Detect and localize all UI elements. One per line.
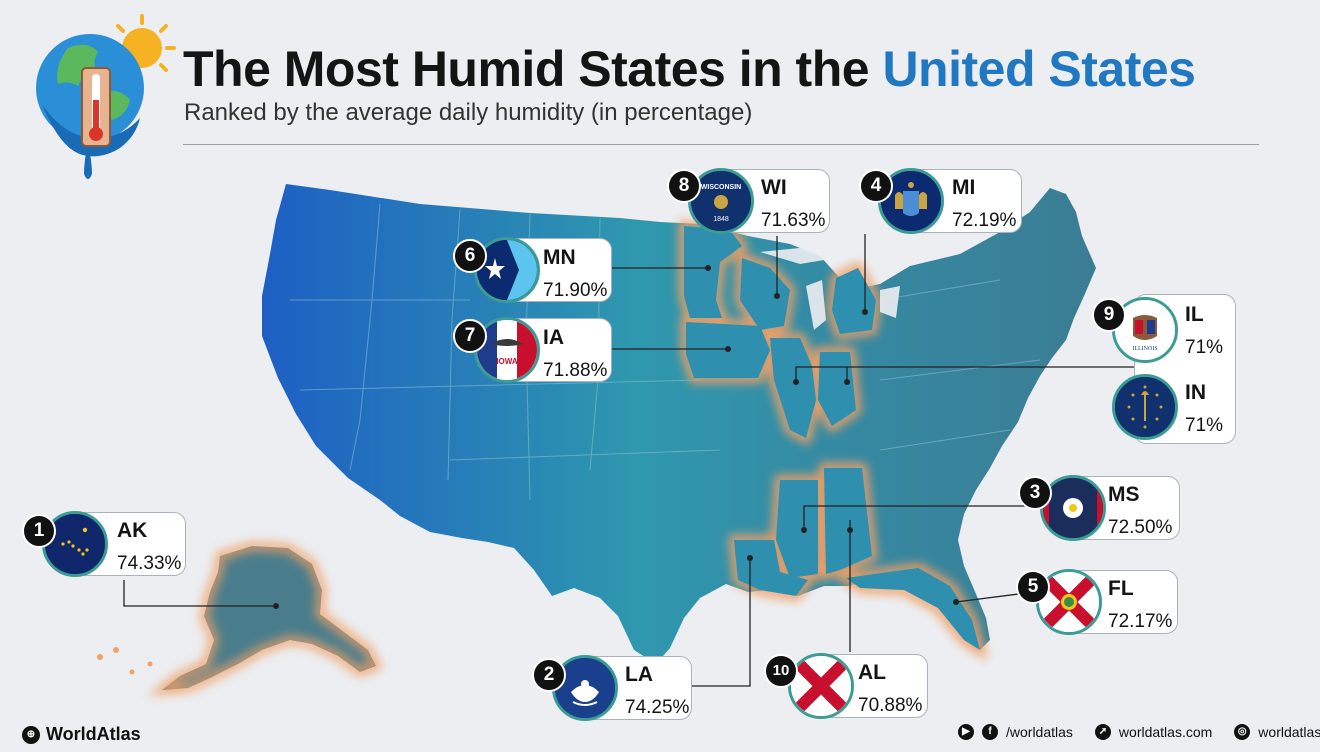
rank-badge-fl: 5 — [1016, 570, 1050, 604]
state-value-la: 74.25% — [625, 697, 690, 718]
state-value-al: 70.88% — [858, 695, 923, 716]
leader-ak — [123, 580, 276, 607]
rank-badge-mi: 4 — [859, 169, 893, 203]
instagram-icon[interactable]: ◎ — [1234, 724, 1251, 740]
state-value-fl: 72.17% — [1108, 611, 1173, 632]
state-value-il: 71% — [1185, 337, 1224, 358]
page-title: The Most Humid States in the United Stat… — [183, 40, 1196, 98]
footer-website[interactable]: worldatlas.com — [1118, 724, 1213, 740]
leader-il-in — [795, 366, 1166, 382]
wisconsin-flag-text: WISCONSIN — [701, 184, 741, 191]
alaska-islands — [97, 647, 153, 675]
leader-lines — [123, 234, 1166, 687]
thermometer-icon — [81, 67, 111, 147]
rank-badge-ak: 1 — [22, 514, 56, 548]
state-value-ia: 71.88% — [543, 360, 608, 381]
footer-social: ▶ f /worldatlas ➚ worldatlas.com ◎ world… — [958, 724, 1320, 740]
state-abbr-in: IN — [1185, 381, 1206, 404]
worldatlas-humidity-logo — [36, 14, 176, 179]
leader-dots — [273, 265, 959, 609]
page-subtitle: Ranked by the average daily humidity (in… — [184, 99, 753, 126]
state-value-in: 71% — [1185, 415, 1224, 436]
footer-social-handle[interactable]: /worldatlas — [1006, 724, 1073, 740]
state-abbr-wi: WI — [761, 176, 787, 199]
mississippi-flag — [1040, 475, 1106, 541]
youtube-icon[interactable]: ▶ — [958, 724, 974, 740]
state-abbr-ak: AK — [117, 519, 148, 542]
louisiana-flag — [552, 655, 618, 721]
iowa-flag-text: IOWA — [496, 357, 518, 366]
rank-badge-il: 9 — [1092, 298, 1126, 332]
state-value-ms: 72.50% — [1108, 517, 1173, 538]
alabama-flag — [788, 653, 854, 719]
indiana-flag — [1112, 374, 1178, 440]
state-abbr-ms: MS — [1108, 483, 1140, 506]
state-value-mn: 71.90% — [543, 280, 608, 301]
globe-icon: ⊕ — [22, 725, 40, 744]
rank-badge-la: 2 — [532, 658, 566, 692]
state-abbr-mn: MN — [543, 246, 576, 269]
state-abbr-fl: FL — [1108, 577, 1134, 600]
rank-badge-mn: 6 — [453, 239, 487, 273]
rank-badge-ms: 3 — [1018, 476, 1052, 510]
rank-badge-ia: 7 — [453, 319, 487, 353]
state-value-wi: 71.63% — [761, 210, 826, 231]
rank-badge-wi: 8 — [667, 169, 701, 203]
state-abbr-mi: MI — [952, 176, 976, 199]
state-value-ak: 74.33% — [117, 553, 182, 574]
illinois-flag-text: ILLINOIS — [1132, 346, 1157, 352]
header-divider — [183, 144, 1259, 145]
title-highlight-text: United States — [882, 41, 1196, 97]
state-value-mi: 72.19% — [952, 210, 1017, 231]
state-abbr-il: IL — [1185, 303, 1204, 326]
leader-ms — [803, 505, 1040, 530]
footer-brand-text: WorldAtlas — [46, 724, 141, 744]
highlighted-states — [679, 220, 989, 661]
wisconsin-flag: WISCONSIN 1848 — [688, 168, 754, 234]
wisconsin-flag-year: 1848 — [713, 216, 729, 223]
title-main-text: The Most Humid States in the — [183, 41, 883, 97]
footer-instagram[interactable]: worldatlasig — [1258, 724, 1320, 740]
facebook-icon[interactable]: f — [982, 724, 998, 740]
cursor-icon: ➚ — [1094, 724, 1111, 740]
rank-badge-al: 10 — [764, 654, 798, 688]
footer-brand[interactable]: ⊕ WorldAtlas — [22, 724, 141, 745]
great-lakes — [760, 246, 900, 330]
state-abbr-la: LA — [625, 663, 653, 686]
alaska-glow — [147, 541, 383, 696]
state-abbr-al: AL — [858, 661, 886, 684]
state-abbr-ia: IA — [543, 326, 564, 349]
leader-la — [692, 558, 751, 687]
